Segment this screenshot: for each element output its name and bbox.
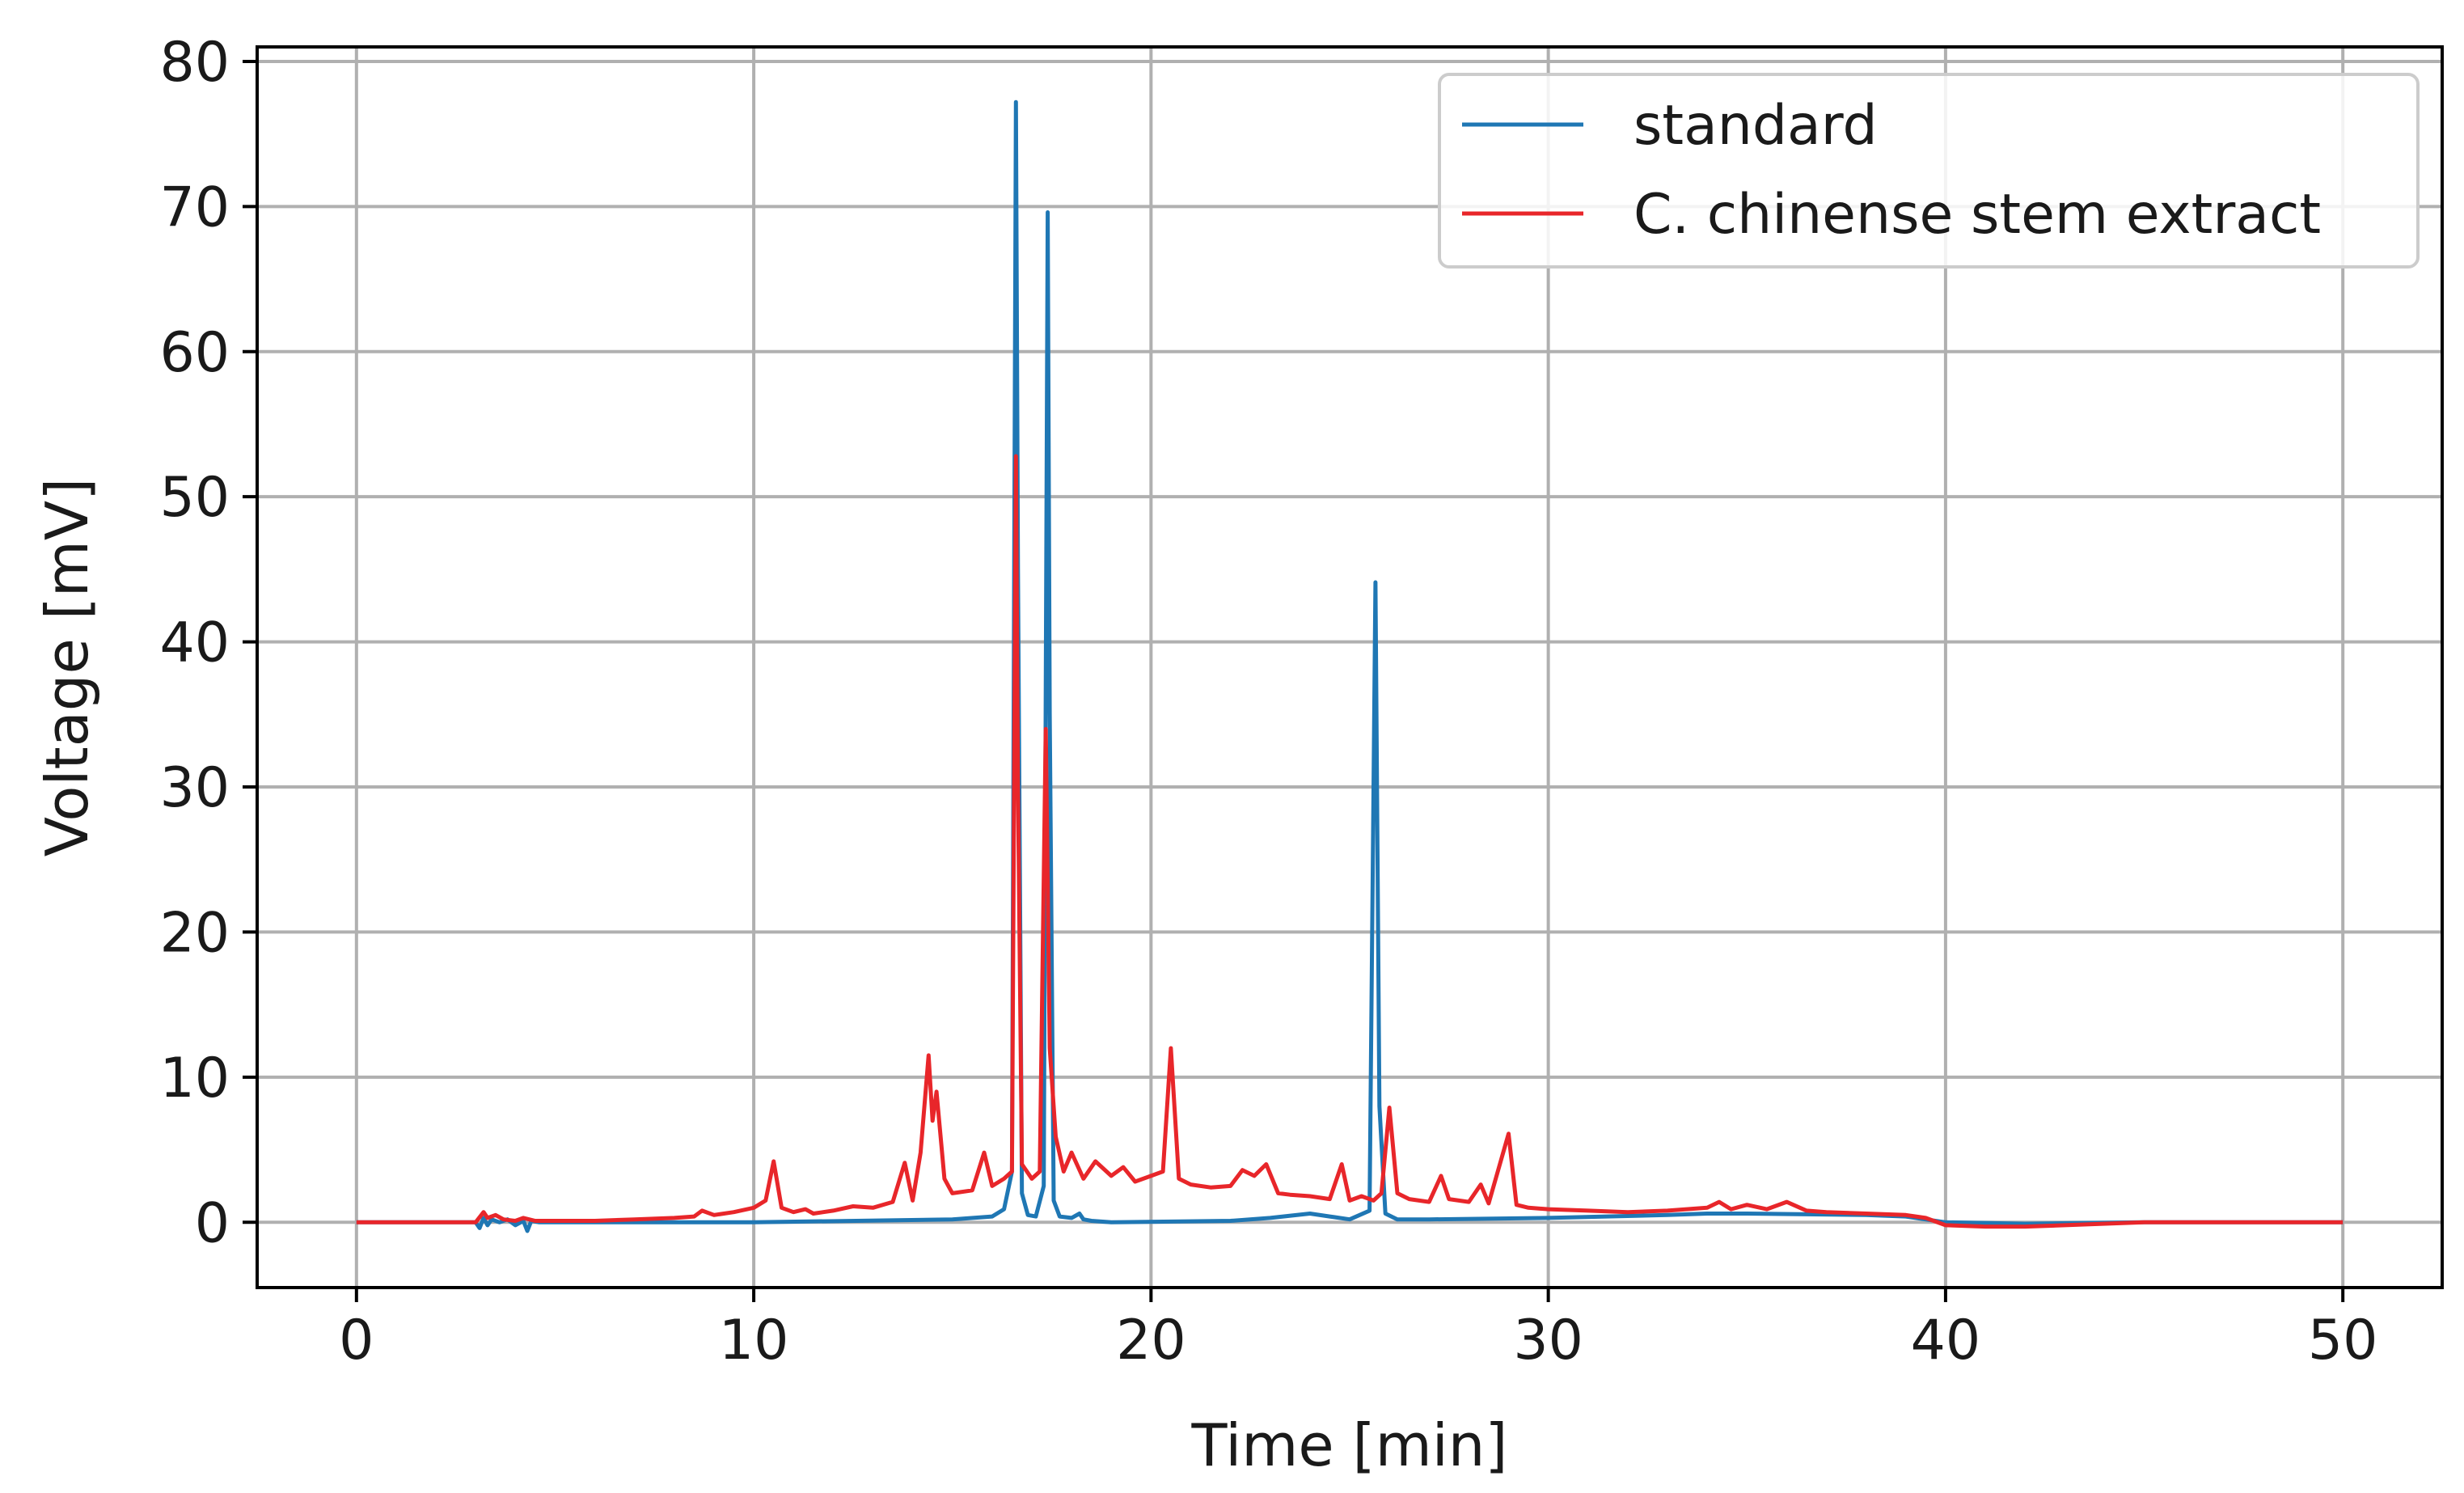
y-tick-label: 70 [159,176,230,239]
x-tick-label: 0 [339,1309,374,1372]
x-tick-label: 50 [2308,1309,2378,1372]
x-tick-label: 20 [1116,1309,1186,1372]
x-axis-title: Time [min] [1190,1411,1507,1479]
legend: standard C. chinense stem extract [1438,73,2420,269]
legend-box [1438,73,2420,269]
y-tick-label: 20 [159,901,230,965]
series-layer [356,99,2344,1233]
series-line-standard [356,99,2344,1233]
y-tick-label: 10 [159,1047,230,1110]
y-tick-label: 80 [159,31,230,95]
x-axis-ticks: 0 10 20 30 40 50 [339,1288,2377,1372]
series-line-extract [356,454,2344,1229]
legend-label-standard: standard [1634,94,1878,158]
y-tick-label: 60 [159,321,230,385]
plot-frame [256,45,2444,1289]
y-tick-label: 50 [159,466,230,530]
y-axis-ticks: 0 10 20 30 40 50 60 70 80 [159,31,257,1255]
x-tick-label: 10 [719,1309,789,1372]
y-axis-title: Voltage [mV] [33,478,101,857]
x-tick-label: 40 [1911,1309,1981,1372]
legend-label-extract: C. chinense stem extract [1634,183,2321,247]
y-tick-label: 40 [159,611,230,675]
y-tick-label: 0 [195,1191,230,1255]
x-tick-label: 30 [1513,1309,1583,1372]
y-tick-label: 30 [159,756,230,820]
